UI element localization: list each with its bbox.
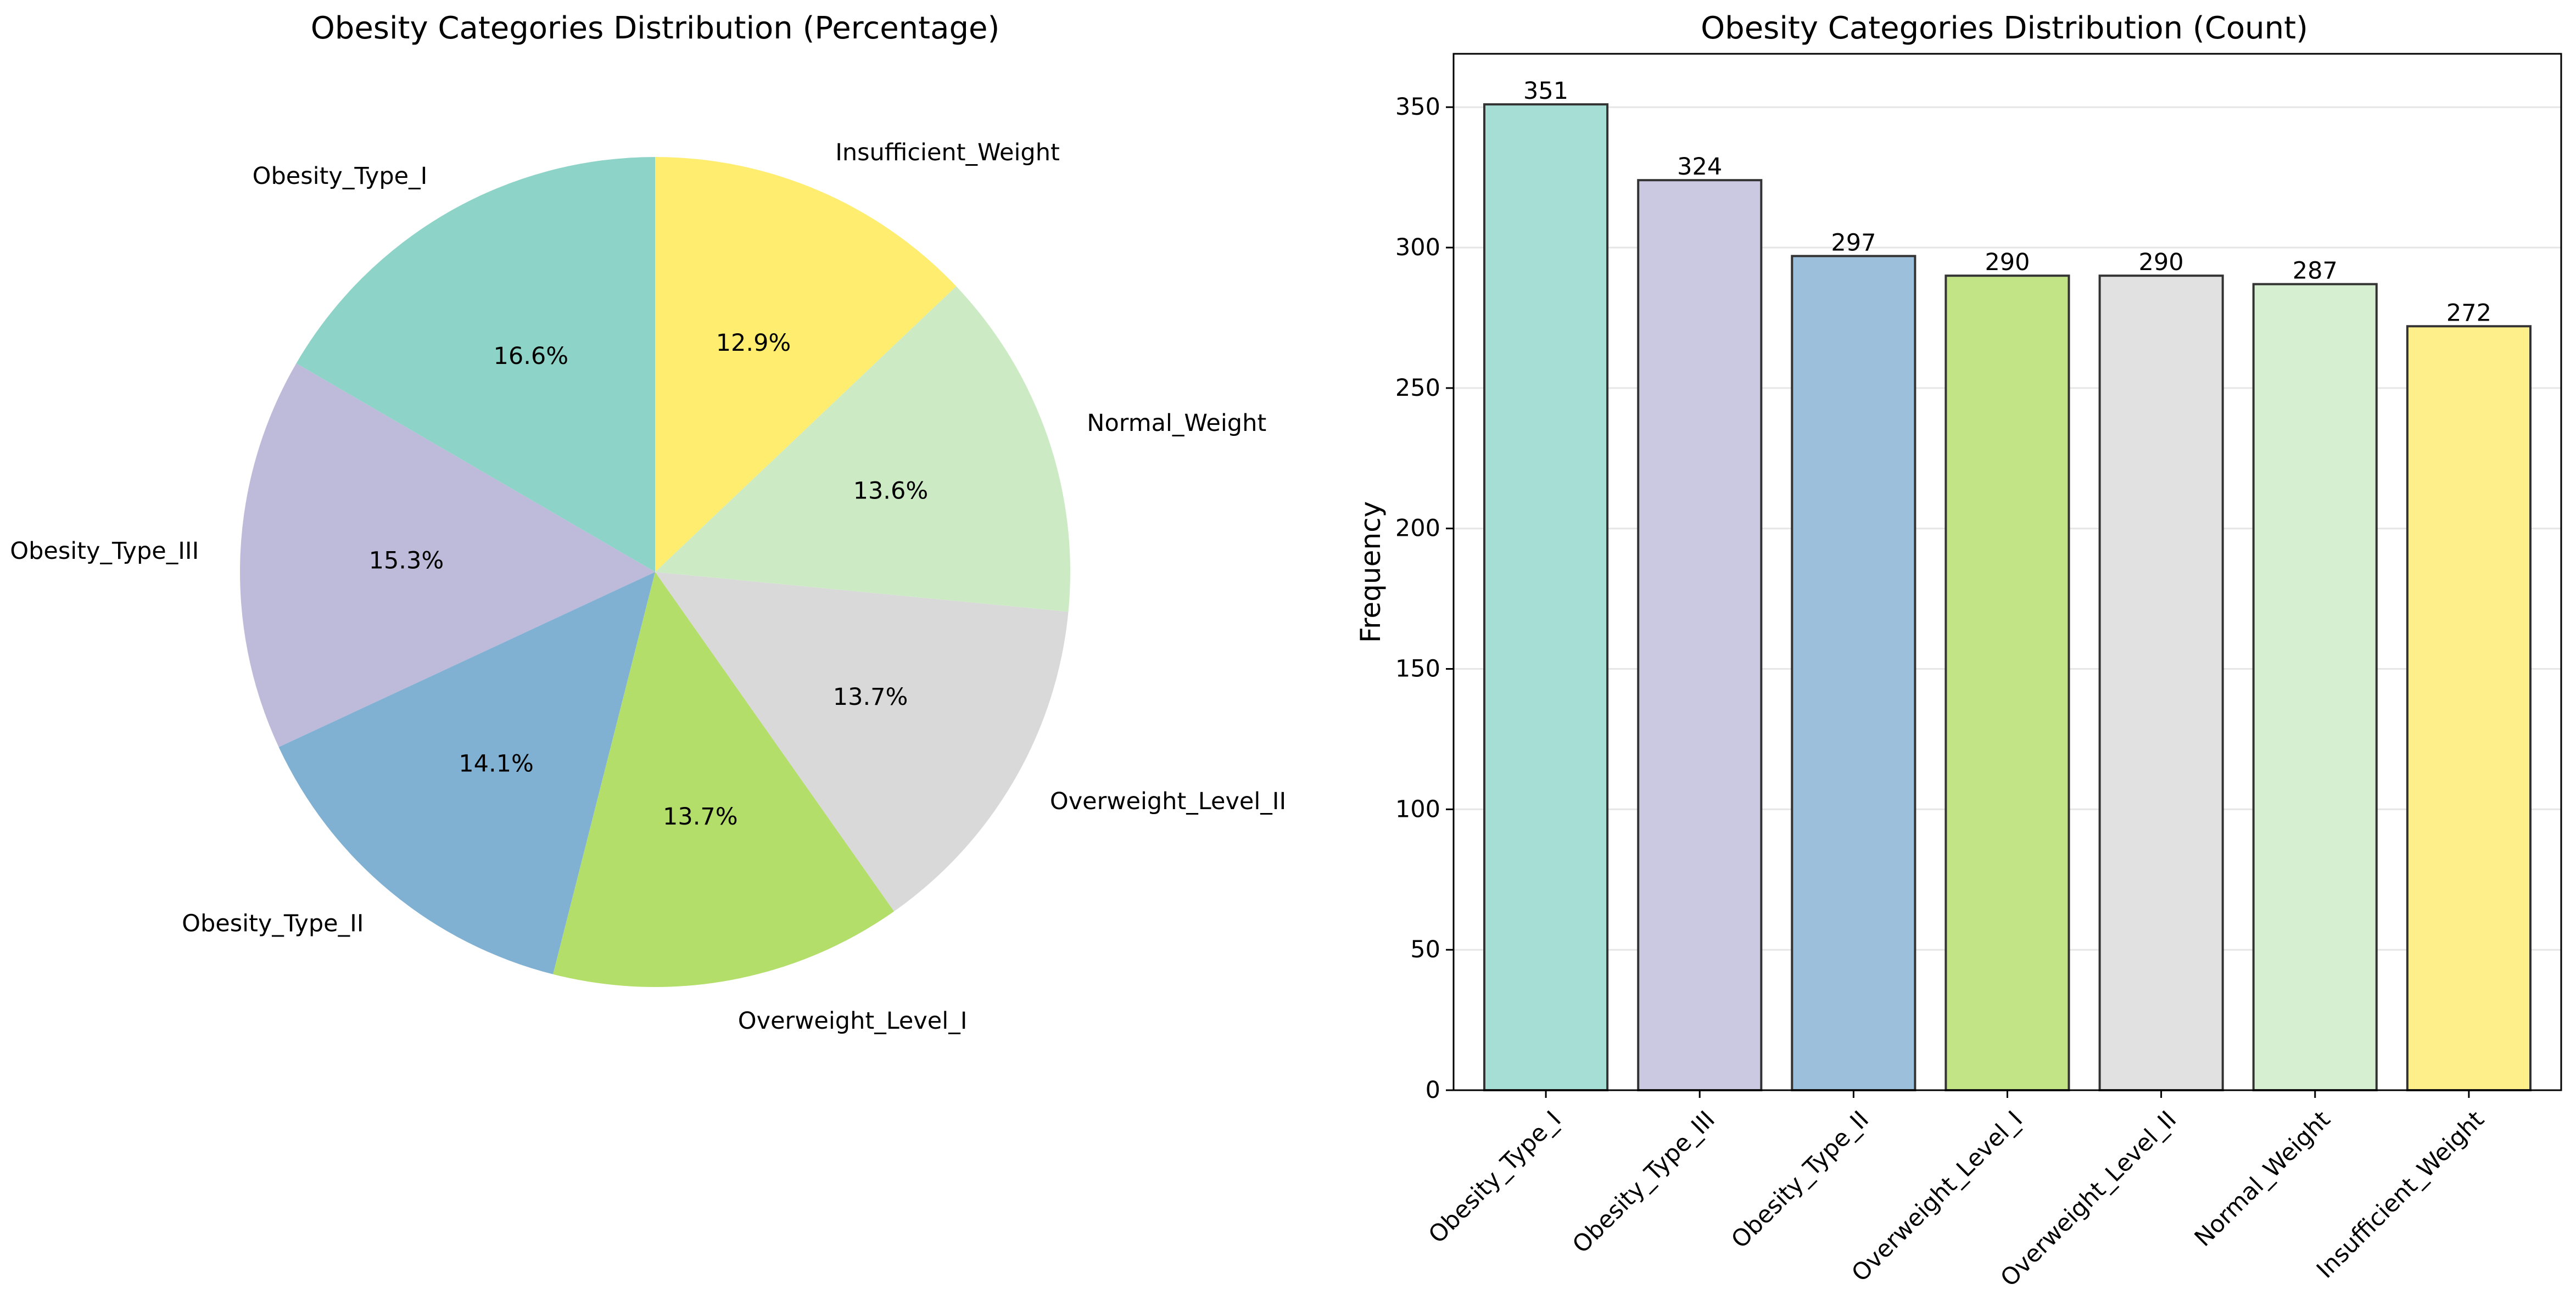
y-tick-label: 150 [1395, 655, 1440, 683]
pie-slice-normal-weight [655, 286, 1071, 612]
y-axis-label: Frequency [1355, 501, 1387, 643]
pie-chart: Obesity Categories Distribution (Percent… [10, 10, 1286, 1035]
y-axis: 0 50 100 150 200 250 300 350 [1395, 93, 1454, 1104]
pie-slice-obesity-type-i [296, 157, 655, 572]
pie-category-label: Overweight_Level_II [1050, 788, 1286, 815]
bar-overweight-level-ii [2098, 274, 2224, 1092]
bar-normal-weight [2252, 283, 2378, 1091]
pie-category-label: Obesity_Type_II [182, 910, 364, 937]
y-tick-label: 0 [1426, 1076, 1440, 1104]
pie-slice-obesity-type-iii [240, 363, 655, 747]
pie-percent-label: 15.3% [369, 547, 444, 574]
pie-labels: 16.6%Obesity_Type_I15.3%Obesity_Type_III… [10, 139, 1286, 1035]
pie-slice-overweight-level-i [553, 572, 895, 987]
bar-value-label: 287 [2293, 257, 2338, 285]
pie-category-label: Normal_Weight [1087, 410, 1266, 437]
pie-percent-label: 13.7% [663, 803, 738, 831]
pie-percent-label: 16.6% [493, 343, 568, 370]
y-tick-label: 350 [1395, 93, 1440, 121]
bar-obesity-type-iii [1637, 179, 1763, 1092]
bar-value-label: 297 [1831, 229, 1876, 256]
y-tick-label: 50 [1410, 936, 1440, 963]
y-tick-label: 200 [1395, 515, 1440, 542]
bar-value-label: 324 [1677, 153, 1722, 181]
bar-value-label: 290 [2139, 249, 2184, 276]
bar-value-label: 351 [1523, 77, 1568, 105]
bar-insufficient-weight [2406, 325, 2532, 1091]
bar-overweight-level-i [1944, 274, 2070, 1092]
bar-chart-title: Obesity Categories Distribution (Count) [1701, 10, 2308, 46]
pie-category-label: Obesity_Type_I [253, 162, 428, 190]
y-tick-label: 100 [1395, 795, 1440, 823]
pie-percent-label: 13.6% [853, 477, 929, 504]
pie-slice-obesity-type-ii [278, 572, 656, 974]
pie-category-label: Overweight_Level_I [738, 1007, 968, 1035]
pie-slice-overweight-level-ii [655, 572, 1069, 912]
pie-percent-label: 12.9% [716, 329, 791, 357]
y-tick-label: 250 [1395, 374, 1440, 402]
pie-slice-insufficient-weight [655, 157, 957, 572]
bar-value-labels: 351 324 297 290 290 287 272 [1523, 77, 2491, 327]
pie-chart-title: Obesity Categories Distribution (Percent… [311, 10, 1000, 46]
pie-category-label: Insufficient_Weight [835, 139, 1060, 166]
pie-category-label: Obesity_Type_III [10, 537, 199, 565]
y-tick-label: 300 [1395, 234, 1440, 261]
pie-slices [240, 157, 1071, 987]
bar-value-label: 272 [2446, 299, 2491, 327]
pie-percent-label: 14.1% [459, 750, 534, 777]
bar-obesity-type-ii [1791, 255, 1916, 1091]
bars [1483, 103, 2532, 1092]
bar-obesity-type-i [1483, 103, 1609, 1092]
bar-value-label: 290 [1985, 249, 2030, 276]
pie-percent-label: 13.7% [833, 683, 908, 711]
